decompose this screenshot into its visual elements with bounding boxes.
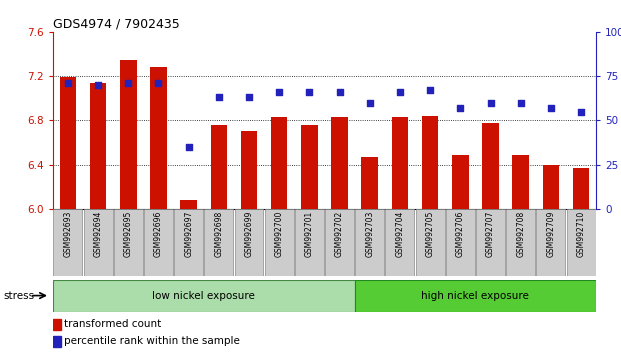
Point	[124, 80, 134, 86]
Bar	[331, 117, 348, 209]
Point	[153, 80, 163, 86]
Text: GSM992705: GSM992705	[425, 211, 435, 257]
Bar	[295, 209, 324, 276]
Text: GSM992701: GSM992701	[305, 211, 314, 257]
Text: GDS4974 / 7902435: GDS4974 / 7902435	[53, 18, 179, 31]
Text: GSM992709: GSM992709	[546, 211, 555, 257]
Bar	[361, 157, 378, 209]
Text: GSM992706: GSM992706	[456, 211, 465, 257]
Bar	[211, 125, 227, 209]
Bar	[573, 168, 589, 209]
Point	[425, 87, 435, 93]
Text: GSM992708: GSM992708	[516, 211, 525, 257]
Bar	[271, 117, 288, 209]
Bar	[120, 59, 137, 209]
Text: GSM992707: GSM992707	[486, 211, 495, 257]
Bar	[180, 200, 197, 209]
Point	[214, 95, 224, 100]
Bar	[446, 209, 475, 276]
Text: GSM992703: GSM992703	[365, 211, 374, 257]
Bar	[566, 209, 596, 276]
Text: GSM992704: GSM992704	[396, 211, 404, 257]
Point	[455, 105, 465, 111]
Bar	[204, 209, 233, 276]
Text: percentile rank within the sample: percentile rank within the sample	[64, 336, 240, 346]
Bar	[355, 209, 384, 276]
Text: stress: stress	[3, 291, 34, 301]
Text: GSM992698: GSM992698	[214, 211, 224, 257]
Point	[546, 105, 556, 111]
Text: GSM992693: GSM992693	[63, 211, 73, 257]
Bar	[415, 209, 445, 276]
Bar	[174, 209, 203, 276]
Text: GSM992695: GSM992695	[124, 211, 133, 257]
Text: GSM992702: GSM992702	[335, 211, 344, 257]
Bar	[53, 319, 61, 330]
Bar	[482, 122, 499, 209]
Text: high nickel exposure: high nickel exposure	[422, 291, 529, 301]
Point	[274, 89, 284, 95]
Point	[63, 80, 73, 86]
Bar	[84, 209, 112, 276]
Text: GSM992710: GSM992710	[576, 211, 586, 257]
Text: transformed count: transformed count	[64, 319, 161, 329]
Bar	[235, 209, 263, 276]
Point	[335, 89, 345, 95]
Text: GSM992694: GSM992694	[94, 211, 102, 257]
Point	[244, 95, 254, 100]
Text: GSM992699: GSM992699	[245, 211, 253, 257]
Point	[304, 89, 314, 95]
Text: GSM992700: GSM992700	[274, 211, 284, 257]
Bar	[301, 125, 318, 209]
Point	[93, 82, 103, 88]
Text: GSM992696: GSM992696	[154, 211, 163, 257]
Text: GSM992697: GSM992697	[184, 211, 193, 257]
Bar	[476, 209, 505, 276]
Point	[395, 89, 405, 95]
Bar	[392, 117, 408, 209]
Bar	[452, 155, 469, 209]
Bar	[53, 280, 355, 312]
Point	[365, 100, 374, 105]
Bar	[60, 77, 76, 209]
Bar	[53, 336, 61, 347]
Bar	[543, 165, 559, 209]
Text: low nickel exposure: low nickel exposure	[152, 291, 255, 301]
Point	[184, 144, 194, 150]
Bar	[90, 83, 106, 209]
Bar	[325, 209, 354, 276]
Bar	[506, 209, 535, 276]
Point	[515, 100, 525, 105]
Bar	[241, 131, 257, 209]
Bar	[355, 280, 596, 312]
Bar	[537, 209, 565, 276]
Bar	[422, 116, 438, 209]
Point	[486, 100, 496, 105]
Bar	[114, 209, 143, 276]
Bar	[53, 209, 83, 276]
Bar	[265, 209, 294, 276]
Bar	[150, 67, 167, 209]
Bar	[144, 209, 173, 276]
Bar	[386, 209, 414, 276]
Bar	[512, 155, 529, 209]
Point	[576, 109, 586, 114]
